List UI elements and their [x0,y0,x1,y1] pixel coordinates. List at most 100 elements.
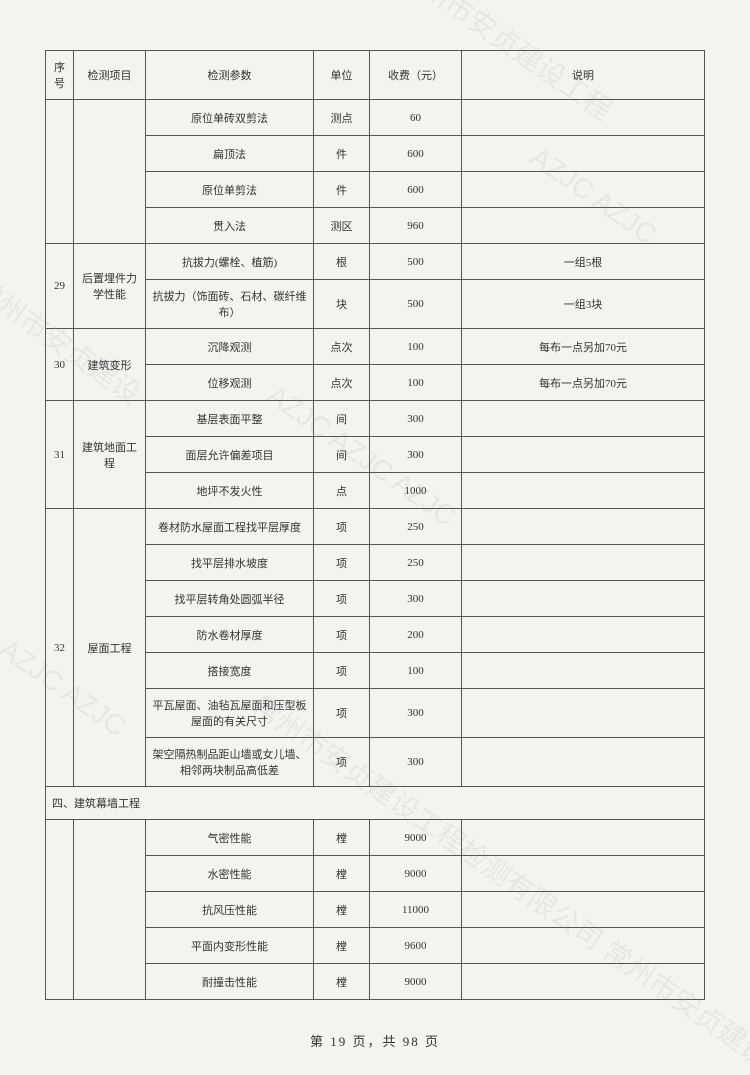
cell-note [462,653,705,689]
cell-param: 气密性能 [146,820,314,856]
cell-note [462,617,705,653]
page-footer: 第 19 页，共 98 页 [0,1031,750,1050]
cell-item: 后置埋件力学性能 [74,244,146,329]
header-item: 检测项目 [74,51,146,100]
cell-item: 屋面工程 [74,509,146,787]
header-seq: 序号 [46,51,74,100]
cell-fee: 250 [370,509,462,545]
cell-note [462,856,705,892]
cell-note: 一组3块 [462,280,705,329]
cell-fee: 300 [370,581,462,617]
cell-fee: 300 [370,401,462,437]
cell-param: 搭接宽度 [146,653,314,689]
cell-param: 扁顶法 [146,136,314,172]
section-header: 四、建筑幕墙工程 [46,787,705,820]
cell-note [462,401,705,437]
cell-param: 沉降观测 [146,329,314,365]
cell-fee: 500 [370,280,462,329]
cell-note [462,928,705,964]
table-row: 31 建筑地面工程 基层表面平整 间 300 [46,401,705,437]
cell-note [462,437,705,473]
cell-param: 贯入法 [146,208,314,244]
cell-item: 建筑地面工程 [74,401,146,509]
cell-seq: 30 [46,329,74,401]
header-unit: 单位 [314,51,370,100]
cell-unit: 项 [314,653,370,689]
cell-note [462,581,705,617]
cell-unit: 点次 [314,365,370,401]
cell-unit: 测区 [314,208,370,244]
cell-fee: 600 [370,172,462,208]
cell-note [462,689,705,738]
cell-fee: 100 [370,329,462,365]
cell-param: 基层表面平整 [146,401,314,437]
cell-unit: 樘 [314,856,370,892]
cell-fee: 11000 [370,892,462,928]
cell-unit: 樘 [314,892,370,928]
cell-param: 地坪不发火性 [146,473,314,509]
cell-fee: 9000 [370,820,462,856]
cell-seq: 32 [46,509,74,787]
cell-unit: 项 [314,545,370,581]
cell-note [462,136,705,172]
section-row: 四、建筑幕墙工程 [46,787,705,820]
cell-param: 平面内变形性能 [146,928,314,964]
cell-unit: 点 [314,473,370,509]
cell-param: 抗拔力（饰面砖、石材、碳纤维布） [146,280,314,329]
cell-unit: 根 [314,244,370,280]
cell-fee: 250 [370,545,462,581]
table-row: 气密性能 樘 9000 [46,820,705,856]
cell-note [462,208,705,244]
cell-seq [46,820,74,1000]
cell-fee: 9000 [370,964,462,1000]
cell-fee: 300 [370,689,462,738]
cell-note: 每布一点另加70元 [462,365,705,401]
table-row: 原位单砖双剪法 测点 60 [46,100,705,136]
header-row: 序号 检测项目 检测参数 单位 收费（元） 说明 [46,51,705,100]
cell-fee: 300 [370,738,462,787]
cell-unit: 测点 [314,100,370,136]
cell-unit: 项 [314,617,370,653]
header-param: 检测参数 [146,51,314,100]
header-fee: 收费（元） [370,51,462,100]
cell-param: 找平层转角处圆弧半径 [146,581,314,617]
cell-note [462,545,705,581]
cell-fee: 300 [370,437,462,473]
cell-param: 架空隔热制品距山墙或女儿墙、相邻两块制品高低差 [146,738,314,787]
cell-param: 原位单剪法 [146,172,314,208]
cell-item: 建筑变形 [74,329,146,401]
cell-note [462,172,705,208]
cell-unit: 樘 [314,964,370,1000]
cell-param: 防水卷材厚度 [146,617,314,653]
cell-param: 水密性能 [146,856,314,892]
cell-param: 抗风压性能 [146,892,314,928]
cell-unit: 件 [314,136,370,172]
cell-note [462,964,705,1000]
cell-unit: 间 [314,401,370,437]
cell-seq: 29 [46,244,74,329]
cell-param: 卷材防水屋面工程找平层厚度 [146,509,314,545]
table-row: 30 建筑变形 沉降观测 点次 100 每布一点另加70元 [46,329,705,365]
cell-unit: 樘 [314,928,370,964]
cell-fee: 200 [370,617,462,653]
cell-unit: 块 [314,280,370,329]
cell-fee: 60 [370,100,462,136]
cell-fee: 100 [370,653,462,689]
header-note: 说明 [462,51,705,100]
cell-param: 抗拔力(螺栓、植筋) [146,244,314,280]
cell-unit: 点次 [314,329,370,365]
cell-fee: 100 [370,365,462,401]
cell-param: 原位单砖双剪法 [146,100,314,136]
cell-note [462,509,705,545]
cell-unit: 项 [314,581,370,617]
cell-seq: 31 [46,401,74,509]
cell-note [462,820,705,856]
cell-item [74,820,146,1000]
cell-unit: 件 [314,172,370,208]
cell-fee: 600 [370,136,462,172]
cell-param: 面层允许偏差项目 [146,437,314,473]
table-row: 29 后置埋件力学性能 抗拔力(螺栓、植筋) 根 500 一组5根 [46,244,705,280]
cell-fee: 1000 [370,473,462,509]
cell-note: 一组5根 [462,244,705,280]
cell-fee: 9600 [370,928,462,964]
